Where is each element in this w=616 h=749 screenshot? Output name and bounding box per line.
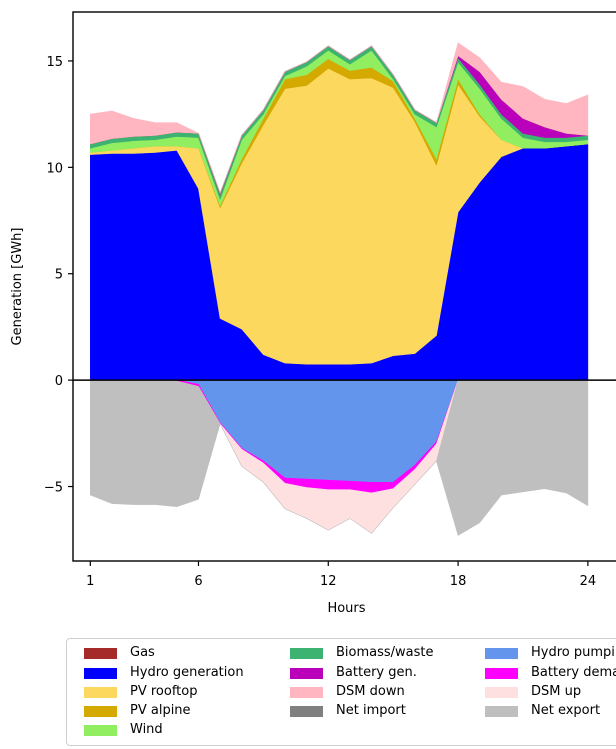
x-tick-label: 18 <box>450 574 467 589</box>
legend-label: Hydro generation <box>130 665 244 680</box>
legend-swatch <box>485 648 518 659</box>
legend-label: DSM down <box>336 684 405 699</box>
legend-swatch <box>485 687 518 698</box>
y-axis: −5 0 5 10 15 <box>44 55 73 496</box>
legend-label: PV rooftop <box>130 684 198 699</box>
legend-swatch <box>485 668 518 679</box>
x-tick-label: 24 <box>580 574 597 589</box>
y-tick-label: 5 <box>55 268 63 283</box>
legend-label: Wind <box>130 722 163 737</box>
legend-swatch <box>290 706 323 717</box>
legend-swatch <box>84 687 117 698</box>
x-tick-label: 12 <box>320 574 337 589</box>
legend-swatch <box>290 648 323 659</box>
area-dsm-down <box>90 42 589 194</box>
plot-frame <box>72 11 616 562</box>
y-axis-label: Generation [GWh] <box>10 228 25 346</box>
legend-label: Hydro pumping <box>531 645 616 660</box>
y-tick-label: 10 <box>46 161 63 176</box>
legend-swatch <box>84 668 117 679</box>
legend-swatch <box>84 648 117 659</box>
legend-label: Battery gen. <box>336 665 417 680</box>
y-tick-label: 15 <box>46 55 63 70</box>
legend-swatch <box>84 706 117 717</box>
y-tick-label: 0 <box>55 374 63 389</box>
legend: Gas Hydro generation PV rooftop PV alpine Wi… <box>66 638 616 746</box>
area-series-group <box>90 42 589 536</box>
x-tick-label: 6 <box>194 574 202 589</box>
legend-label: Battery demand <box>531 665 616 680</box>
legend-label: Net export <box>531 703 601 718</box>
x-axis: 1 6 12 18 24 <box>86 561 596 589</box>
legend-label: Gas <box>130 645 155 660</box>
legend-swatch <box>84 725 117 736</box>
x-axis-label: Hours <box>327 601 365 616</box>
legend-swatch <box>485 706 518 717</box>
y-tick-label: −5 <box>44 481 63 496</box>
legend-label: PV alpine <box>130 703 191 718</box>
legend-label: Net import <box>336 703 406 718</box>
legend-label: DSM up <box>531 684 582 699</box>
x-tick-label: 1 <box>86 574 94 589</box>
legend-label: Biomass/waste <box>336 645 434 660</box>
legend-swatch <box>290 668 323 679</box>
legend-swatch <box>290 687 323 698</box>
